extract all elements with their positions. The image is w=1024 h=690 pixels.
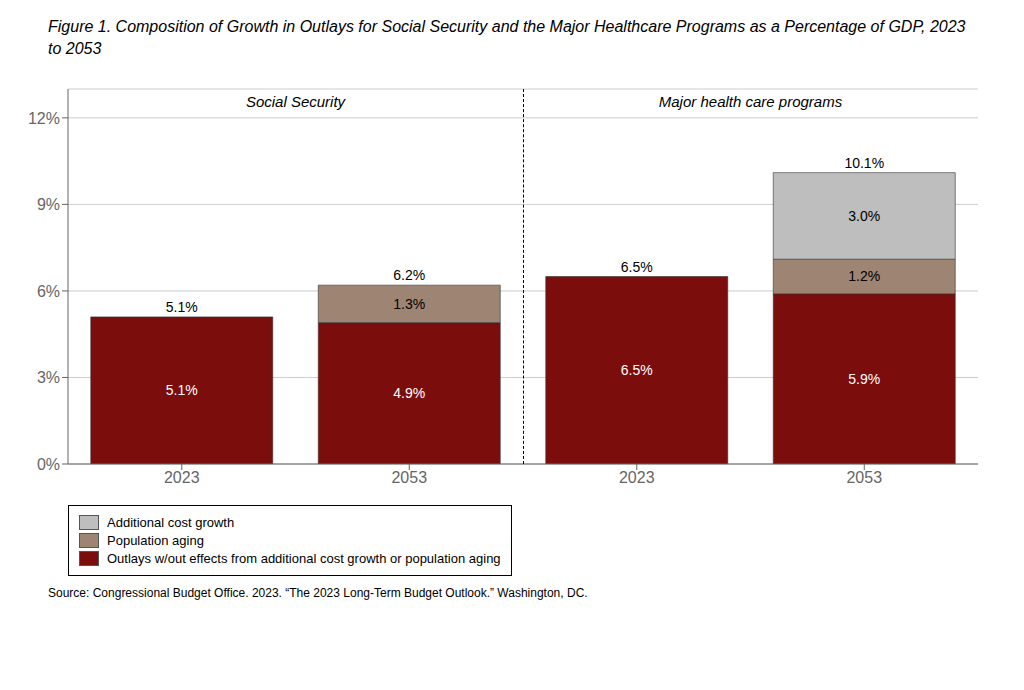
svg-text:6.5%: 6.5% <box>621 362 653 378</box>
svg-text:0%: 0% <box>37 456 60 473</box>
svg-text:6%: 6% <box>37 283 60 300</box>
svg-text:2023: 2023 <box>164 470 200 487</box>
svg-text:2053: 2053 <box>391 470 427 487</box>
svg-text:5.1%: 5.1% <box>166 299 198 315</box>
svg-text:3.0%: 3.0% <box>848 208 880 224</box>
html-text:Source: Congressional Budget O: Source: Congressional Budget Office. 202… <box>48 586 588 601</box>
svg-text:2053: 2053 <box>846 470 882 487</box>
svg-text:6.5%: 6.5% <box>621 259 653 275</box>
svg-text:1.2%: 1.2% <box>848 269 880 285</box>
html-text:Additional cost growth: Additional cost growth <box>107 515 235 531</box>
svg-text:5.9%: 5.9% <box>848 371 880 387</box>
svg-text:12%: 12% <box>28 110 60 127</box>
svg-text:5.1%: 5.1% <box>166 383 198 399</box>
html-text:Outlays w/out effects from add: Outlays w/out effects from additional co… <box>107 551 501 567</box>
html-text:Population aging: Population aging <box>107 533 204 549</box>
svg-text:3%: 3% <box>37 369 60 386</box>
svg-text:1.3%: 1.3% <box>393 296 425 312</box>
html-text:Figure 1. Composition of Growt: Figure 1. Composition of Growth in Outla… <box>48 18 966 57</box>
html-text:Major health care programs: Major health care programs <box>658 93 843 111</box>
svg-text:10.1%: 10.1% <box>844 155 884 171</box>
svg-text:9%: 9% <box>37 196 60 213</box>
svg-text:2023: 2023 <box>619 470 655 487</box>
svg-text:4.9%: 4.9% <box>393 385 425 401</box>
html-text:Social Security: Social Security <box>245 93 346 111</box>
svg-text:6.2%: 6.2% <box>393 267 425 283</box>
